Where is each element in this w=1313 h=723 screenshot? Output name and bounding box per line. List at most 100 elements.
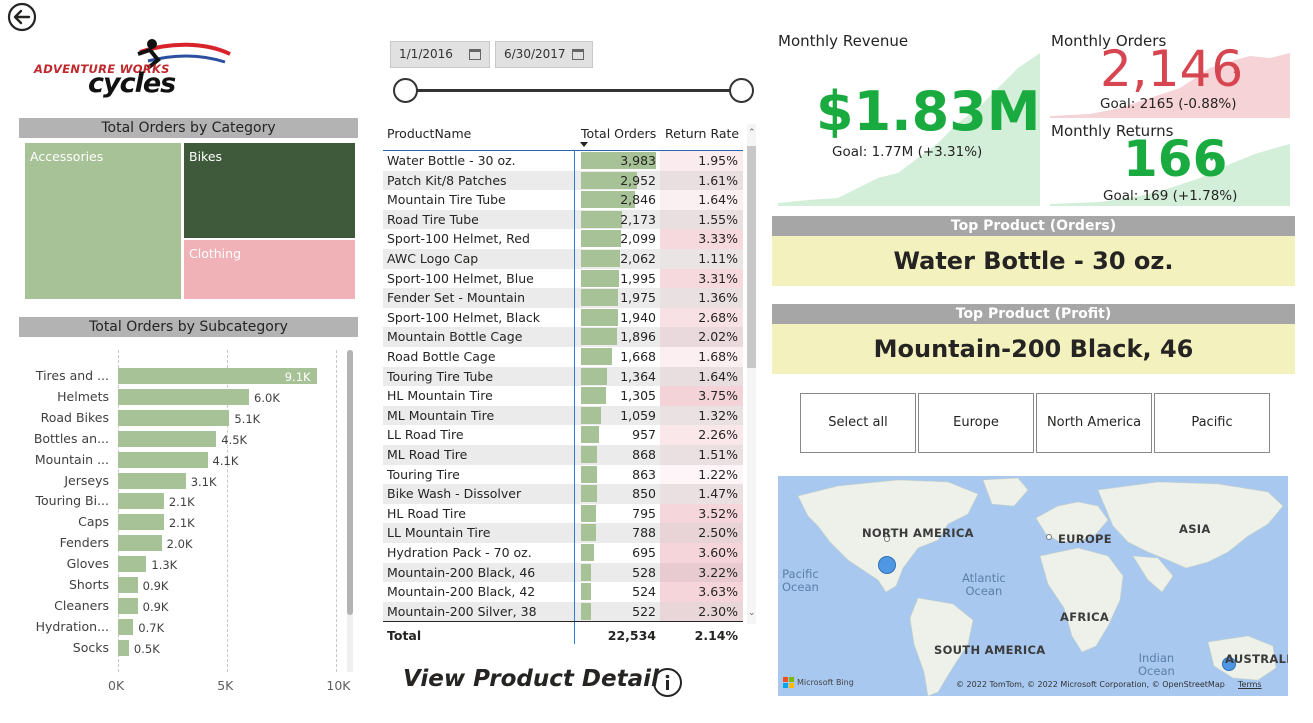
treemap-clothing[interactable]: Clothing (183, 239, 356, 300)
sort-desc-icon[interactable] (580, 142, 588, 147)
product-name-cell[interactable]: AWC Logo Cap (387, 251, 479, 266)
table-scroll-track[interactable]: ⌃ ⌄ (747, 124, 756, 624)
date-slider-track[interactable] (405, 89, 741, 92)
cyclist-logo-icon (137, 39, 231, 70)
product-name-cell[interactable]: Sport-100 Helmet, Blue (387, 270, 534, 286)
kpi-orders-value: 2,146 (1100, 40, 1244, 98)
product-name-cell[interactable]: Road Tire Tube (387, 211, 479, 227)
total-orders-cell: 2,952 (620, 172, 656, 188)
subcategory-bar[interactable] (118, 514, 164, 531)
back-arrow-icon[interactable] (7, 2, 37, 32)
product-name-cell[interactable]: Water Bottle - 30 oz. (387, 153, 516, 168)
subcategory-bar[interactable] (118, 451, 208, 468)
return-rate-cell-bg (660, 484, 743, 504)
scroll-down-icon[interactable]: ⌄ (748, 608, 756, 618)
product-name-cell[interactable]: HL Road Tire (387, 505, 466, 521)
col-header-return-rate[interactable]: Return Rate (665, 126, 740, 141)
info-icon[interactable] (652, 667, 683, 698)
kpi-monthly-returns: Monthly Returns 166 ✓ Goal: 169 (+1.78%) (1050, 118, 1290, 206)
subcategory-bar[interactable] (118, 597, 138, 614)
subcategory-bar[interactable] (118, 368, 317, 384)
product-name-cell[interactable]: Mountain-200 Black, 46 (387, 564, 536, 580)
gridline (118, 350, 119, 672)
world-map[interactable]: NORTH AMERICA EUROPE ASIA AFRICA SOUTH A… (778, 476, 1288, 696)
kpi-orders-goal: Goal: 2165 (-0.88%) (1100, 96, 1237, 112)
product-name-cell[interactable]: LL Road Tire (387, 427, 464, 443)
product-name-cell[interactable]: Mountain Tire Tube (387, 192, 506, 208)
return-rate-cell: 1.47% (698, 486, 738, 502)
subcategory-scrollbar[interactable] (347, 350, 353, 615)
start-date-input[interactable]: 1/1/2016 (390, 41, 490, 68)
product-name-cell[interactable]: Road Bottle Cage (387, 349, 496, 364)
product-name-cell[interactable]: Fender Set - Mountain (387, 290, 526, 306)
map-bubble-pacific[interactable] (1222, 657, 1236, 671)
product-name-cell[interactable]: Hydration Pack - 70 oz. (387, 545, 532, 560)
map-bubble-north-america[interactable] (878, 556, 896, 574)
checkmark-icon: ✓ (1208, 150, 1220, 166)
product-name-cell[interactable]: Mountain-200 Black, 42 (387, 584, 536, 600)
subcategory-label: Cleaners (54, 597, 109, 613)
product-name-cell[interactable]: HL Mountain Tire (387, 388, 493, 404)
subcategory-bar[interactable] (118, 639, 129, 656)
return-rate-cell-bg (660, 151, 743, 171)
total-orders-cell: 524 (632, 584, 656, 600)
subcategory-value-label: 3.1K (190, 474, 217, 489)
product-name-cell[interactable]: ML Mountain Tire (387, 407, 495, 423)
orders-trend-area (1050, 53, 1290, 118)
treemap-accessories[interactable]: Accessories (24, 142, 182, 300)
return-rate-cell: 2.68% (698, 309, 738, 325)
end-date-input[interactable]: 6/30/2017 (495, 41, 593, 68)
revenue-trend-area (778, 53, 1040, 206)
subcategory-bar[interactable] (118, 535, 162, 552)
subcategory-value-label: 4.1K (212, 453, 239, 468)
treemap-bikes[interactable]: Bikes (183, 142, 356, 239)
subcategory-value-label: 1.3K (151, 558, 178, 573)
product-name-cell[interactable]: Bike Wash - Dissolver (387, 486, 522, 502)
product-name-cell[interactable]: Sport-100 Helmet, Black (387, 309, 540, 325)
kpi-revenue-goal: Goal: 1.77M (+3.31%) (832, 144, 983, 160)
orders-data-bar (581, 308, 618, 326)
product-name-cell[interactable]: Patch Kit/8 Patches (387, 172, 507, 188)
view-product-detail-button[interactable]: View Product Detail (403, 666, 659, 692)
product-name-cell[interactable]: LL Mountain Tire (387, 525, 491, 541)
region-select-all-button[interactable]: Select all (800, 393, 916, 453)
return-rate-cell-bg (660, 464, 743, 485)
map-ocean-atlantic: Atlantic Ocean (962, 571, 1006, 598)
product-name-cell[interactable]: ML Road Tire (387, 447, 468, 462)
product-name-cell[interactable]: Touring Tire (387, 466, 460, 482)
orders-data-bar (581, 152, 656, 169)
product-name-cell[interactable]: Touring Tire Tube (387, 368, 494, 384)
map-brand: Microsoft Bing (797, 678, 854, 687)
region-europe-button[interactable]: Europe (918, 393, 1034, 453)
subcategory-scroll-track[interactable] (347, 350, 353, 672)
subcategory-bar[interactable] (118, 430, 217, 447)
subcategory-bar-chart: 0K 5K 10K Tires and ... 9.1K Helmets 6.0K Road … (0, 340, 360, 695)
date-slider-start-handle[interactable] (393, 78, 418, 103)
region-pacific-button[interactable]: Pacific (1154, 393, 1270, 453)
region-north-america-button[interactable]: North America (1036, 393, 1152, 453)
product-name-cell[interactable]: Sport-100 Helmet, Red (387, 231, 530, 247)
calendar-icon[interactable] (572, 49, 584, 60)
subcategory-bar[interactable] (118, 618, 134, 635)
map-terms-link[interactable]: Terms (1238, 680, 1262, 689)
table-header-divider (383, 150, 743, 151)
table-row-stripe (383, 288, 743, 308)
col-header-orders[interactable]: Total Orders (581, 126, 657, 141)
subcategory-bar[interactable] (118, 472, 186, 489)
subcategory-bar[interactable] (118, 409, 230, 426)
product-name-cell[interactable]: Mountain Bottle Cage (387, 329, 523, 345)
subcategory-bar[interactable] (118, 577, 138, 593)
col-header-product[interactable]: ProductName (387, 126, 472, 141)
total-orders-cell: 695 (632, 545, 656, 560)
subcategory-bar[interactable] (118, 556, 147, 573)
subcategory-bar[interactable] (118, 493, 164, 510)
table-row-stripe (383, 562, 743, 583)
return-rate-cell: 1.55% (698, 211, 738, 227)
product-name-cell[interactable]: Mountain-200 Silver, 38 (387, 603, 537, 619)
table-scrollbar[interactable] (747, 146, 756, 368)
date-slider-end-handle[interactable] (729, 78, 754, 103)
scroll-up-icon[interactable]: ⌃ (748, 128, 756, 138)
calendar-icon[interactable] (469, 49, 481, 60)
return-rate-cell: 1.36% (698, 290, 738, 306)
subcategory-bar[interactable] (118, 388, 250, 405)
